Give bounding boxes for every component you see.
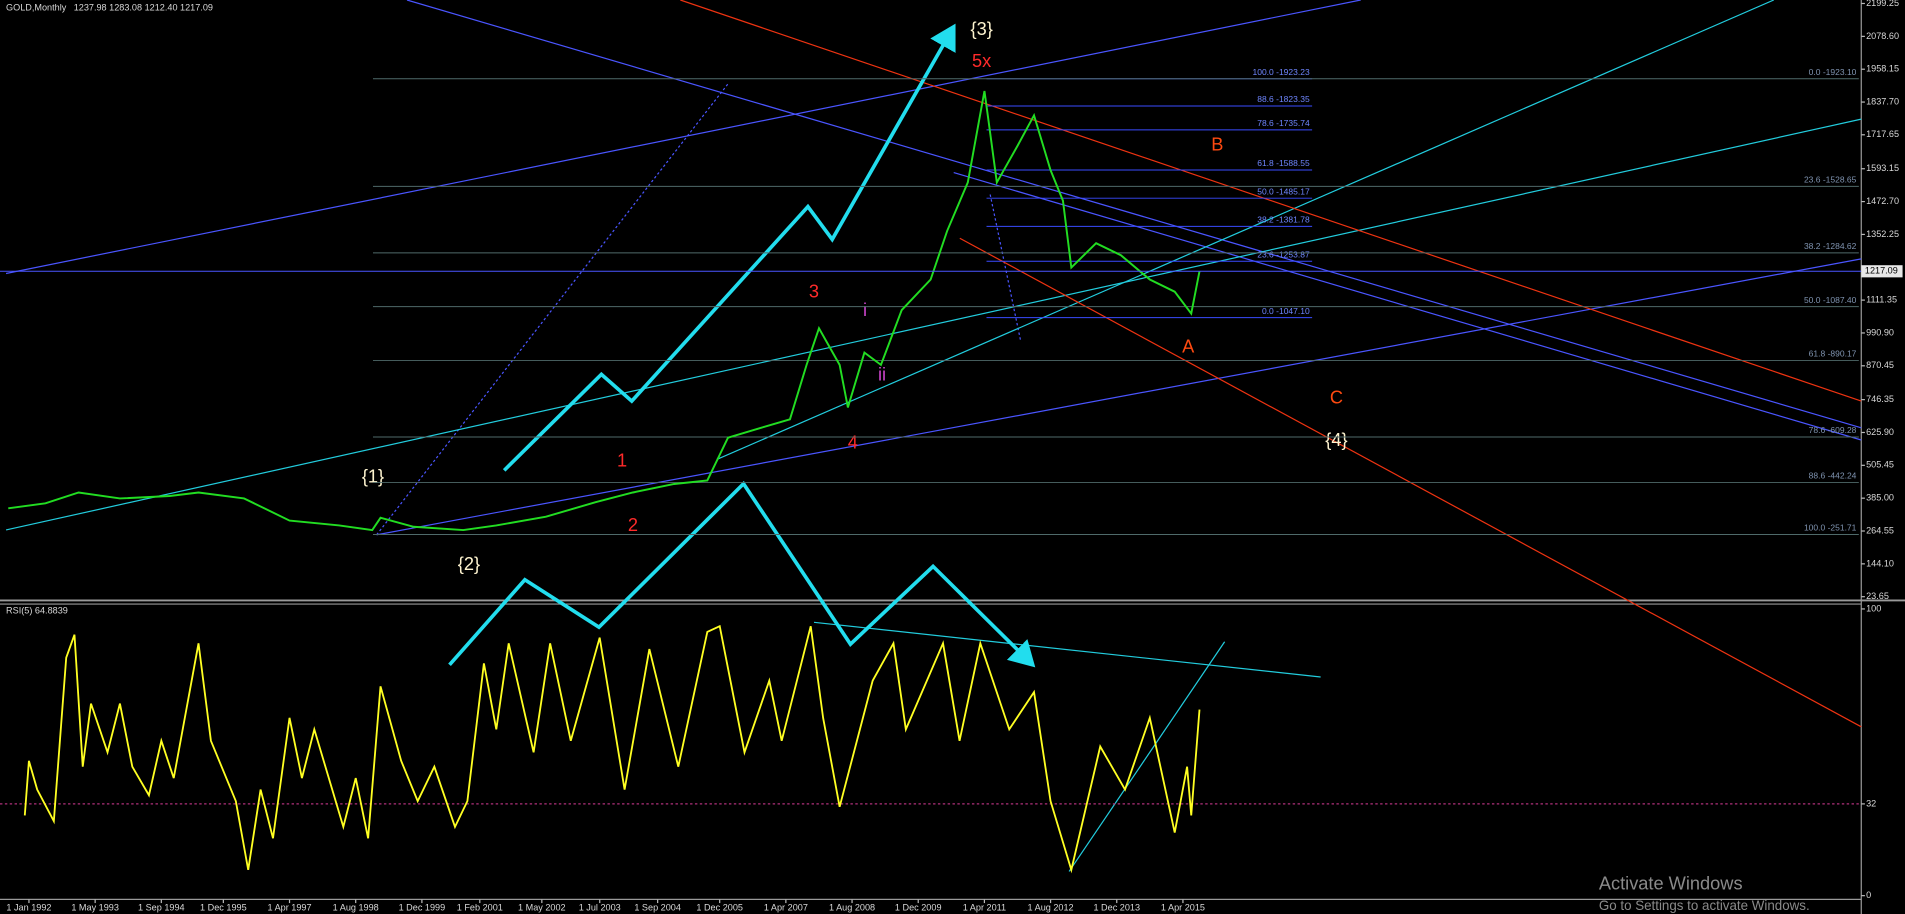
trendline bbox=[376, 82, 730, 536]
wave-label: {3} bbox=[971, 19, 993, 39]
fib-label: 78.6 -609.28 bbox=[1809, 425, 1857, 435]
x-tick-label: 1 Dec 2005 bbox=[696, 902, 743, 912]
wave-label: 4 bbox=[848, 432, 858, 452]
y-tick-label: 385.00 bbox=[1866, 493, 1894, 503]
rsi-title: RSI(5) 64.8839 bbox=[6, 606, 68, 616]
trendline bbox=[406, 0, 1862, 429]
wave-label: 5x bbox=[972, 51, 991, 71]
y-tick-label: 625.90 bbox=[1866, 427, 1894, 437]
indicator: RSI(5) bbox=[6, 606, 32, 616]
x-tick-label: 1 May 1993 bbox=[71, 902, 119, 912]
wave-label: 3 bbox=[809, 282, 819, 302]
fib-label: 61.8 -890.17 bbox=[1809, 349, 1857, 359]
x-tick-label: 1 Aug 2008 bbox=[829, 902, 875, 912]
y-tick-label: 0 bbox=[1866, 890, 1871, 900]
x-tick-label: 1 Jan 1992 bbox=[6, 902, 51, 912]
fib-label: 50.0 -1485.17 bbox=[1257, 186, 1310, 196]
x-tick-label: 1 Jul 2003 bbox=[579, 902, 621, 912]
y-tick-label: 23.65 bbox=[1866, 591, 1889, 601]
price-marker bbox=[1861, 265, 1903, 278]
wave-arrow bbox=[448, 480, 1036, 668]
x-tick-label: 1 Apr 1997 bbox=[267, 902, 311, 912]
x-tick-label: 1 Sep 2004 bbox=[634, 902, 681, 912]
fib-label: 50.0 -1087.40 bbox=[1804, 295, 1857, 305]
trendline bbox=[5, 118, 1862, 531]
wave-label: i bbox=[863, 300, 867, 320]
wave-label: 2 bbox=[628, 515, 638, 535]
wave-label: {2} bbox=[458, 554, 480, 574]
trendline bbox=[680, 0, 1862, 402]
indicator-value: 64.8839 bbox=[35, 606, 68, 616]
wave-label: A bbox=[1182, 336, 1195, 356]
wave-label: C bbox=[1330, 387, 1343, 407]
x-tick-label: 1 Aug 2012 bbox=[1028, 902, 1074, 912]
x-tick-label: 1 Dec 2009 bbox=[895, 902, 942, 912]
wave-label: ii bbox=[878, 364, 886, 384]
x-tick-label: 1 Apr 2011 bbox=[963, 902, 1006, 912]
wave-label: 1 bbox=[617, 451, 627, 471]
wave-arrow bbox=[502, 23, 956, 472]
y-tick-label: 1958.15 bbox=[1866, 64, 1899, 74]
wave-label: B bbox=[1211, 135, 1223, 155]
chart-title: GOLD,Monthly 1237.98 1283.08 1212.40 121… bbox=[6, 3, 213, 13]
fib-label: 88.6 -442.24 bbox=[1809, 471, 1857, 481]
y-tick-label: 100 bbox=[1866, 603, 1881, 613]
trendline bbox=[716, 0, 1775, 460]
wave-label: {4} bbox=[1325, 430, 1347, 450]
x-tick-label: 1 Dec 2013 bbox=[1093, 902, 1140, 912]
y-tick-label: 32 bbox=[1866, 798, 1876, 808]
fib-label: 78.6 -1735.74 bbox=[1257, 118, 1310, 128]
fib-label: 23.6 -1253.87 bbox=[1257, 249, 1310, 259]
wave-label: {1} bbox=[362, 466, 384, 486]
fib-label: 61.8 -1588.55 bbox=[1257, 158, 1310, 168]
y-tick-label: 505.45 bbox=[1866, 460, 1894, 470]
watermark-title: Activate Windows bbox=[1599, 874, 1743, 894]
fib-label: 100.0 -251.71 bbox=[1804, 523, 1857, 533]
x-tick-label: 1 Dec 1995 bbox=[200, 902, 247, 912]
y-tick-label: 1717.65 bbox=[1866, 129, 1899, 139]
y-tick-label: 1352.25 bbox=[1866, 229, 1899, 239]
quote: 1237.98 1283.08 1212.40 1217.09 bbox=[74, 3, 213, 13]
fib-label: 100.0 -1923.23 bbox=[1252, 67, 1309, 77]
x-tick-label: 1 Feb 2001 bbox=[457, 902, 503, 912]
fib-label: 23.6 -1528.65 bbox=[1804, 175, 1857, 185]
y-tick-label: 1111.35 bbox=[1866, 295, 1897, 305]
y-tick-label: 264.55 bbox=[1866, 525, 1894, 535]
y-tick-label: 144.10 bbox=[1866, 558, 1894, 568]
price-marker-label: 1217.09 bbox=[1865, 266, 1898, 276]
fib-label: 88.6 -1823.35 bbox=[1257, 94, 1310, 104]
fib-label: 38.2 -1381.78 bbox=[1257, 215, 1310, 225]
trendline bbox=[376, 258, 1862, 536]
trendline bbox=[1068, 641, 1226, 872]
y-tick-label: 2078.60 bbox=[1866, 31, 1899, 41]
y-tick-label: 1472.70 bbox=[1866, 196, 1899, 206]
price-line bbox=[8, 90, 1201, 532]
trendline bbox=[813, 621, 1321, 678]
y-tick-label: 1837.70 bbox=[1866, 96, 1899, 106]
trendline bbox=[989, 194, 1022, 341]
y-tick-label: 746.35 bbox=[1866, 394, 1894, 404]
y-tick-label: 870.45 bbox=[1866, 360, 1894, 370]
fib-label: 38.2 -1284.62 bbox=[1804, 241, 1857, 251]
y-tick-label: 990.90 bbox=[1866, 327, 1894, 337]
x-tick-label: 1 Apr 2015 bbox=[1161, 902, 1205, 912]
rsi-line bbox=[23, 624, 1201, 874]
trendline bbox=[5, 0, 1361, 275]
x-tick-label: 1 Dec 1999 bbox=[399, 902, 446, 912]
fib-label: 0.0 -1923.10 bbox=[1809, 67, 1857, 77]
watermark-subtitle: Go to Settings to activate Windows. bbox=[1599, 898, 1810, 913]
y-tick-label: 1593.15 bbox=[1866, 163, 1899, 173]
x-tick-label: 1 Apr 2007 bbox=[764, 902, 808, 912]
x-tick-label: 1 Sep 1994 bbox=[138, 902, 185, 912]
fib-label: 0.0 -1047.10 bbox=[1262, 306, 1310, 316]
x-tick-label: 1 Aug 1998 bbox=[333, 902, 379, 912]
x-tick-label: 1 May 2002 bbox=[518, 902, 566, 912]
y-tick-label: 2199.25 bbox=[1866, 0, 1899, 8]
symbol: GOLD,Monthly bbox=[6, 3, 67, 13]
